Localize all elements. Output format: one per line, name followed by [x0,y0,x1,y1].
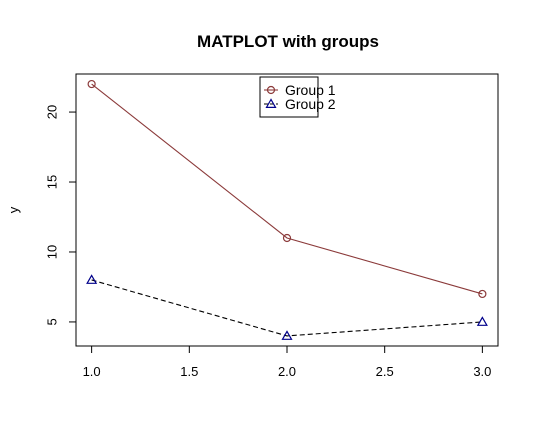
data-point [476,316,488,326]
data-point [478,289,487,299]
y-axis: 5 10 15 20 [44,105,76,326]
x-tick-label: 2.5 [376,364,394,379]
y-tick-label: 10 [44,245,59,259]
legend-box [259,76,319,118]
data-point [282,233,292,243]
data-point [86,274,98,284]
legend-marker [265,98,277,108]
legend-item: Group 1 [264,82,336,98]
x-tick-label: 2.0 [278,364,296,379]
y-tick-label: 15 [44,175,59,189]
series-line [91,279,483,337]
legend-label: Group 2 [285,96,336,112]
legend-item: Group 2 [264,96,336,112]
legend-label: Group 1 [285,82,336,98]
x-tick-label: 1.5 [180,364,198,379]
y-tick-label: 20 [44,105,59,119]
x-axis: 1.0 1.5 2.0 2.5 3.0 [83,346,491,379]
y-tick-label: 5 [44,318,59,325]
x-tick-label: 3.0 [473,364,491,379]
x-tick-label: 1.0 [83,364,101,379]
data-point [281,330,293,340]
chart-title: MATPLOT with groups [197,32,379,51]
series-2 [86,274,488,340]
series-layer [86,79,488,340]
data-point [87,79,96,89]
y-axis-label: y [6,206,21,213]
series-line [91,83,483,295]
series-1 [87,79,487,299]
legend-marker [266,85,276,95]
